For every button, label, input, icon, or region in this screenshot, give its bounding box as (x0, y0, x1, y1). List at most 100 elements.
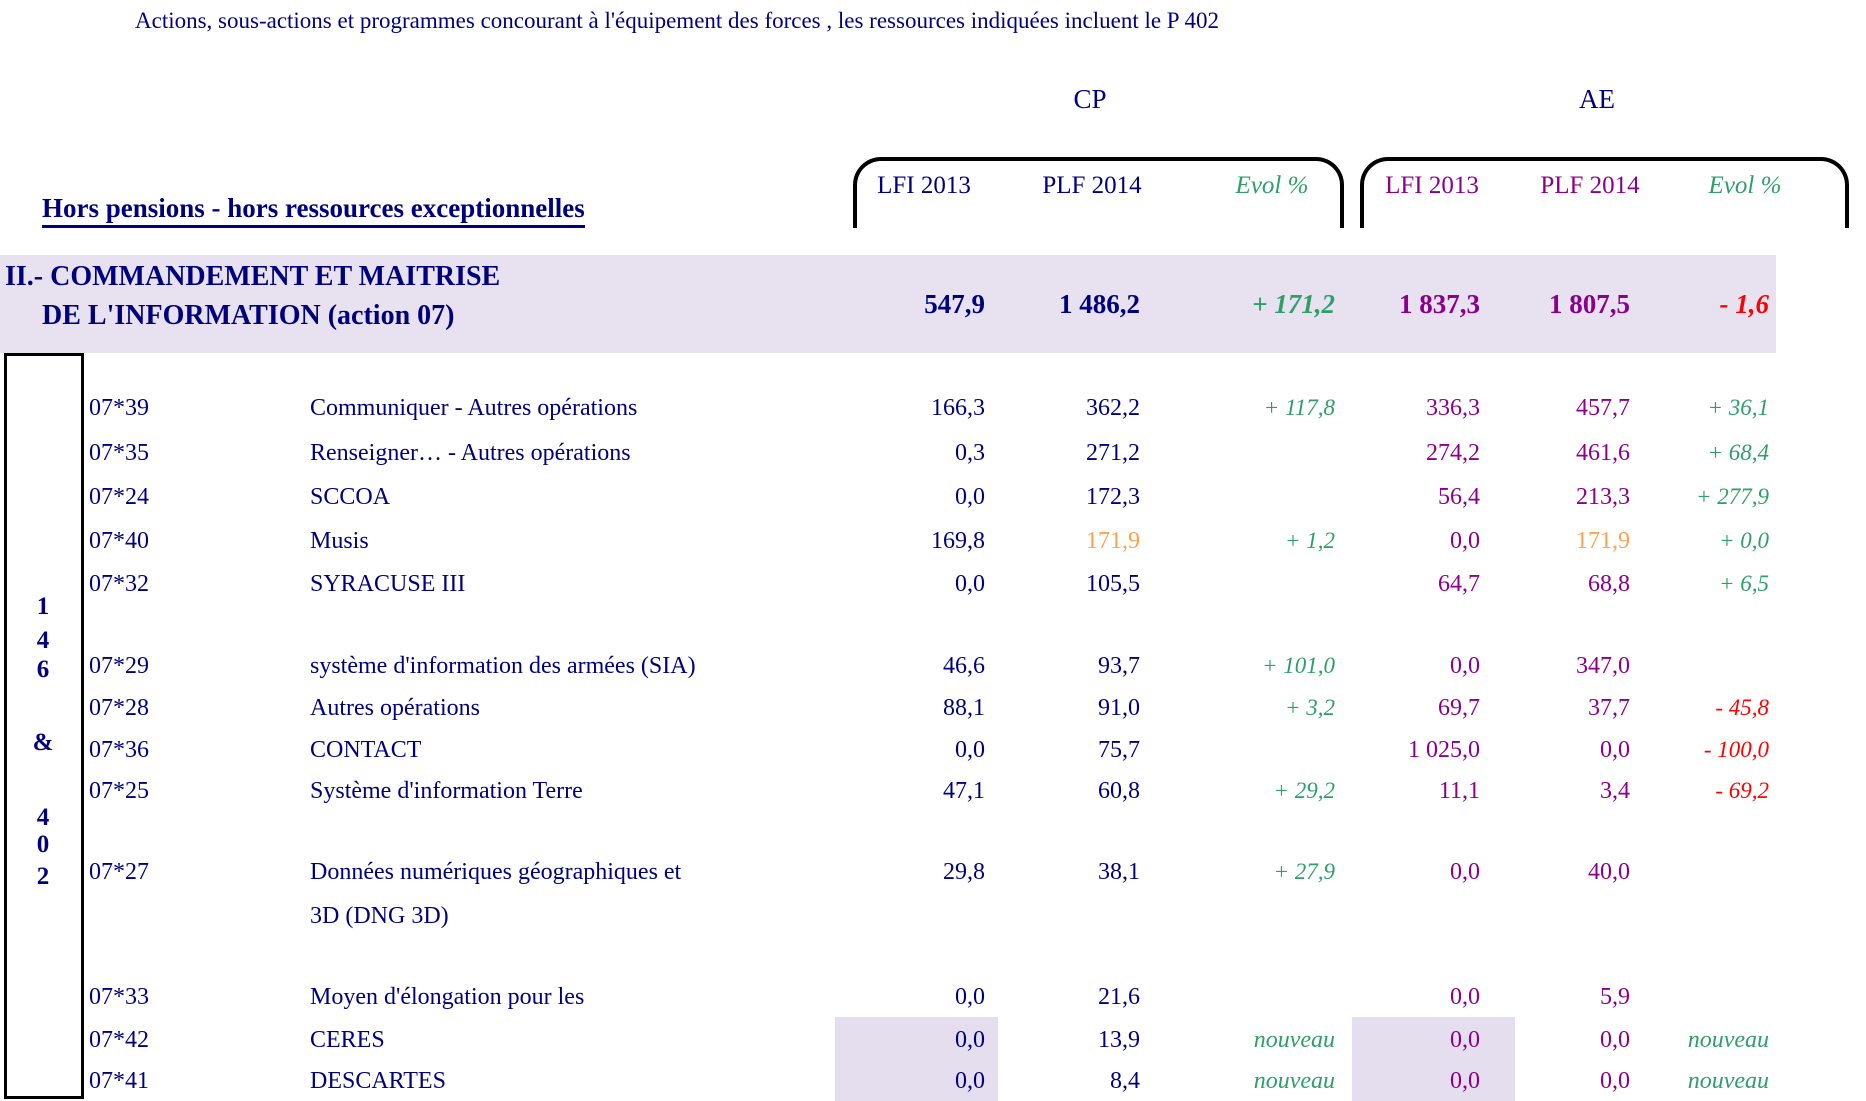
cell-cp-lfi: 0,0 (955, 571, 985, 597)
row-label: Autres opérations (310, 695, 480, 721)
row-code: 07*36 (89, 737, 149, 763)
cell-cp-plf: 105,5 (1086, 571, 1140, 597)
cell-ae-evol: + 277,9 (1695, 484, 1769, 509)
cell-ae-evol: nouveau (1687, 1027, 1769, 1053)
row-label: Communiquer - Autres opérations (310, 395, 638, 421)
cell-ae-lfi: 0,0 (1450, 984, 1480, 1010)
row-label: système d'information des armées (SIA) (310, 653, 696, 679)
cell-ae-lfi: 69,7 (1438, 695, 1480, 721)
cell-ae-plf: 347,0 (1576, 653, 1630, 679)
cell-cp-lfi: 0,0 (955, 484, 985, 510)
summary-title-line1: II.- COMMANDEMENT ET MAITRISE (5, 261, 501, 292)
cell-cp-plf: 362,2 (1086, 395, 1140, 421)
cell-ae-plf: 37,7 (1588, 695, 1630, 721)
cell-cp-lfi: 0,0 (955, 984, 985, 1010)
cell-ae-evol: - 100,0 (1703, 737, 1769, 762)
col-header-ae-plf: PLF 2014 (1540, 172, 1640, 199)
page-title: Actions, sous-actions et programmes conc… (135, 8, 1219, 33)
summary-title-line2: DE L'INFORMATION (action 07) (42, 300, 455, 331)
cell-cp-lfi: 46,6 (943, 653, 985, 679)
cell-cp-lfi: 88,1 (943, 695, 985, 721)
cell-cp-plf: 21,6 (1098, 984, 1140, 1010)
cell-ae-lfi: 56,4 (1438, 484, 1480, 510)
cell-cp-plf: 38,1 (1098, 859, 1140, 885)
cell-ae-lfi: 64,7 (1438, 571, 1480, 597)
program-codes-char: & (32, 729, 54, 756)
summary-cell-ae-evol: - 1,6 (1719, 289, 1770, 319)
col-header-cp-lfi: LFI 2013 (877, 172, 971, 199)
cell-cp-plf: 171,9 (1086, 528, 1140, 554)
cell-cp-plf: 13,9 (1098, 1027, 1140, 1053)
cell-cp-evol: nouveau (1253, 1027, 1335, 1053)
cell-cp-lfi: 0,3 (955, 440, 985, 466)
col-header-cp-plf: PLF 2014 (1042, 172, 1142, 199)
cp-columns-bracket (853, 157, 1344, 228)
row-code: 07*32 (89, 571, 149, 597)
cp-group-header: CP (1073, 84, 1107, 114)
cell-ae-plf: 68,8 (1588, 571, 1630, 597)
row-code: 07*25 (89, 778, 149, 804)
cell-ae-lfi: 0,0 (1450, 528, 1480, 554)
cell-cp-lfi: 47,1 (943, 778, 985, 804)
cell-cp-lfi: 169,8 (931, 528, 985, 554)
row-label: Musis (310, 528, 369, 554)
row-label: Système d'information Terre (310, 778, 583, 804)
cell-cp-evol: + 1,2 (1284, 528, 1335, 553)
row-label: Données numériques géographiques et 3D (… (310, 859, 682, 929)
row-code: 07*39 (89, 395, 149, 421)
cell-ae-evol: + 6,5 (1718, 571, 1769, 596)
cell-ae-plf: 0,0 (1600, 737, 1630, 763)
col-header-cp-evol: Evol % (1235, 172, 1309, 199)
cell-ae-plf: 5,9 (1600, 984, 1630, 1010)
cell-ae-evol: + 36,1 (1707, 395, 1769, 420)
col-header-ae-evol: Evol % (1708, 172, 1782, 199)
program-codes-char: 6 (36, 656, 50, 683)
summary-cell-ae-plf: 1 807,5 (1549, 289, 1630, 319)
row-label: Moyen d'élongation pour les (310, 984, 585, 1010)
cell-ae-plf: 3,4 (1600, 778, 1630, 804)
cell-cp-plf: 75,7 (1098, 737, 1140, 763)
cell-cp-evol: + 29,2 (1273, 778, 1335, 803)
cell-ae-lfi: 0,0 (1450, 859, 1480, 885)
row-code: 07*29 (89, 653, 149, 679)
cell-ae-plf: 0,0 (1600, 1068, 1630, 1094)
cell-cp-plf: 172,3 (1086, 484, 1140, 510)
cell-ae-plf: 461,6 (1576, 440, 1630, 466)
cell-cp-evol: + 117,8 (1263, 395, 1335, 420)
program-codes-box (4, 353, 84, 1099)
row-code: 07*33 (89, 984, 149, 1010)
highlight-cp-lfi-column (835, 1017, 998, 1101)
cell-cp-evol: + 3,2 (1284, 695, 1335, 720)
cell-ae-lfi: 1 025,0 (1408, 737, 1480, 763)
highlight-ae-lfi-column (1352, 1017, 1515, 1101)
cell-ae-plf: 457,7 (1576, 395, 1630, 421)
program-codes-char: 0 (36, 831, 50, 858)
cell-ae-plf: 0,0 (1600, 1027, 1630, 1053)
cell-ae-lfi: 0,0 (1450, 653, 1480, 679)
cell-ae-plf: 171,9 (1576, 528, 1630, 554)
row-code: 07*42 (89, 1027, 149, 1053)
cell-cp-plf: 60,8 (1098, 778, 1140, 804)
summary-row: II.- COMMANDEMENT ET MAITRISE DE L'INFOR… (0, 255, 1776, 353)
row-label: SCCOA (310, 484, 391, 510)
row-code: 07*24 (89, 484, 149, 510)
row-code: 07*27 (89, 859, 149, 885)
cell-cp-evol: + 27,9 (1273, 859, 1335, 884)
row-label: DESCARTES (310, 1068, 446, 1094)
cell-ae-evol: + 0,0 (1718, 528, 1769, 553)
program-codes-char: 4 (36, 627, 50, 654)
summary-cell-ae-lfi: 1 837,3 (1399, 289, 1480, 319)
cell-ae-lfi: 0,0 (1450, 1068, 1480, 1094)
cell-cp-plf: 93,7 (1098, 653, 1140, 679)
row-label: SYRACUSE III (310, 571, 466, 597)
cell-ae-lfi: 336,3 (1426, 395, 1480, 421)
cell-ae-evol: - 45,8 (1715, 695, 1769, 720)
cell-ae-evol: - 69,2 (1715, 778, 1769, 803)
cell-cp-lfi: 0,0 (955, 737, 985, 763)
cell-ae-lfi: 274,2 (1426, 440, 1480, 466)
summary-cell-cp-plf: 1 486,2 (1059, 289, 1140, 319)
cell-cp-plf: 271,2 (1086, 440, 1140, 466)
cell-ae-lfi: 11,1 (1438, 778, 1480, 804)
row-code: 07*40 (89, 528, 149, 554)
